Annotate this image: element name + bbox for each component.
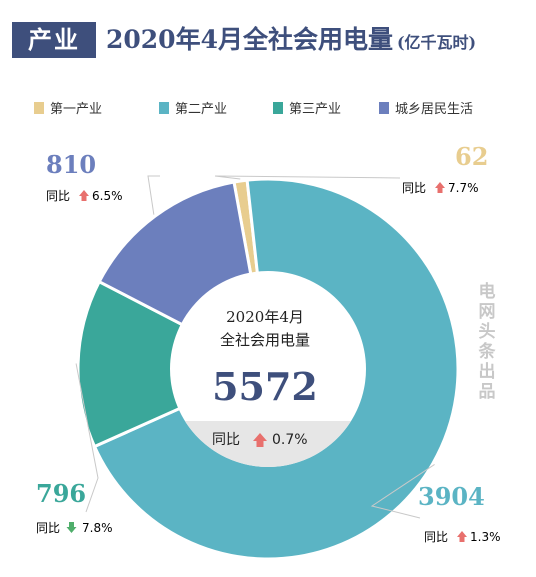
leader-line-primary [214, 175, 401, 180]
value-label-secondary: 3904 [418, 482, 485, 511]
center-label-line1: 2020年4月 [226, 308, 304, 326]
legend-label-tertiary: 第三产业 [289, 102, 342, 117]
yoy-prefix-tertiary: 同比 [36, 521, 60, 535]
yoy-value-residential: 6.5% [92, 189, 123, 203]
legend-swatch-residential [379, 101, 389, 114]
arrow-down-icon [66, 522, 77, 533]
center-yoy-value: 0.7% [272, 432, 308, 448]
yoy-value-secondary: 1.3% [470, 530, 501, 544]
yoy-value-tertiary: 7.8% [82, 521, 113, 535]
legend-label-residential: 城乡居民生活 [395, 102, 474, 117]
leader-line-secondary [370, 464, 435, 519]
watermark: 电网头条出品 [478, 282, 496, 402]
yoy-label-tertiary: 同比 7.8% [36, 521, 113, 535]
arrow-up-icon [457, 531, 467, 542]
center-label-line2: 全社会用电量 [220, 331, 310, 349]
leader-line-residential [147, 175, 160, 215]
legend-label-secondary: 第二产业 [175, 102, 228, 117]
total-yoy-band [184, 421, 352, 467]
yoy-prefix-primary: 同比 [402, 181, 426, 195]
legend-label-primary: 第一产业 [50, 102, 103, 117]
section-tag: 产业 [12, 22, 96, 58]
leader-line-tertiary [75, 363, 99, 513]
legend-swatch-secondary [159, 101, 169, 114]
center-yoy-prefix: 同比 [212, 432, 240, 448]
header: 产业 2020年4月全社会用电量 (亿千瓦时) [0, 0, 536, 70]
yoy-label-primary: 同比 7.7% [402, 181, 479, 195]
arrow-up-icon [79, 190, 89, 201]
value-label-tertiary: 796 [36, 479, 86, 508]
yoy-prefix-residential: 同比 [46, 189, 70, 203]
chart-title: 2020年4月全社会用电量 (亿千瓦时) [106, 22, 476, 58]
legend-item-primary: 第一产业 [34, 98, 102, 117]
chart-title-text: 2020年4月全社会用电量 [106, 25, 393, 54]
chart-unit: (亿千瓦时) [396, 33, 477, 52]
arrow-up-icon [435, 182, 445, 193]
legend-swatch-primary [34, 101, 44, 114]
legend-swatch-tertiary [273, 101, 283, 114]
yoy-value-primary: 7.7% [448, 181, 479, 195]
legend-item-secondary: 第二产业 [159, 98, 227, 117]
yoy-label-residential: 同比 6.5% [46, 189, 123, 203]
center-total-value: 5572 [212, 364, 318, 409]
legend-item-residential: 城乡居民生活 [379, 98, 473, 117]
legend-item-tertiary: 第三产业 [273, 98, 341, 117]
legend: 第一产业 第二产业 第三产业 城乡居民生活 [34, 98, 524, 120]
yoy-label-secondary: 同比 1.3% [424, 530, 501, 544]
donut-hole [170, 271, 366, 467]
value-label-residential: 810 [46, 150, 96, 179]
arrow-up-icon [253, 433, 267, 447]
yoy-prefix-secondary: 同比 [424, 530, 448, 544]
value-label-primary: 62 [455, 142, 488, 171]
